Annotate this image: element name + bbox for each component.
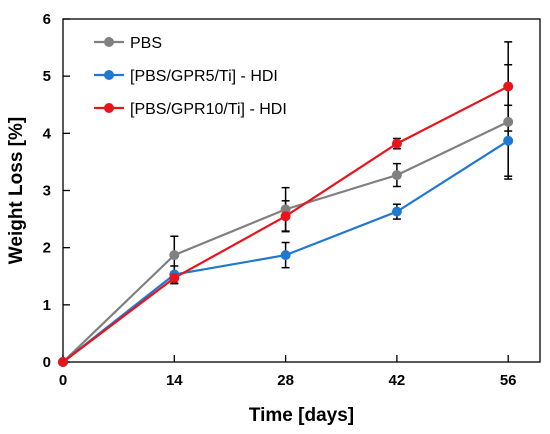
x-tick-label: 14	[166, 372, 183, 389]
legend-marker	[104, 37, 114, 47]
data-points	[58, 81, 514, 367]
y-axis-title: Weight Loss [%]	[6, 117, 27, 264]
legend-label: PBS	[130, 35, 162, 52]
legend: PBS [PBS/GPR5/Ti] - HDI [PBS/GPR10/Ti] - H…	[94, 35, 287, 118]
legend-marker	[104, 103, 114, 113]
data-point	[58, 357, 68, 367]
y-tick-label: 3	[43, 183, 51, 200]
data-point	[169, 250, 180, 261]
x-axis-title: Time [days]	[249, 405, 354, 426]
data-point	[391, 170, 402, 181]
data-point	[391, 206, 402, 217]
x-tick-label: 56	[500, 372, 517, 389]
x-tick-label: 0	[59, 372, 67, 389]
data-point	[503, 81, 514, 92]
y-tick-label: 5	[43, 68, 51, 85]
data-point	[280, 204, 291, 215]
x-tick-label: 28	[277, 372, 294, 389]
x-tick-label: 42	[389, 372, 406, 389]
data-point	[280, 211, 291, 222]
data-point	[503, 135, 514, 146]
y-tick-label: 2	[43, 240, 51, 257]
legend-label: [PBS/GPR10/Ti] - HDI	[130, 101, 287, 118]
data-point	[391, 138, 402, 149]
data-point	[503, 116, 514, 127]
y-tick-label: 4	[43, 125, 52, 142]
legend-marker	[104, 70, 114, 80]
y-tick-label: 0	[43, 354, 51, 371]
data-point	[169, 272, 180, 283]
data-point	[280, 250, 291, 261]
y-tick-label: 1	[43, 297, 51, 314]
legend-label: [PBS/GPR5/Ti] - HDI	[130, 68, 278, 85]
y-tick-label: 6	[43, 11, 51, 28]
